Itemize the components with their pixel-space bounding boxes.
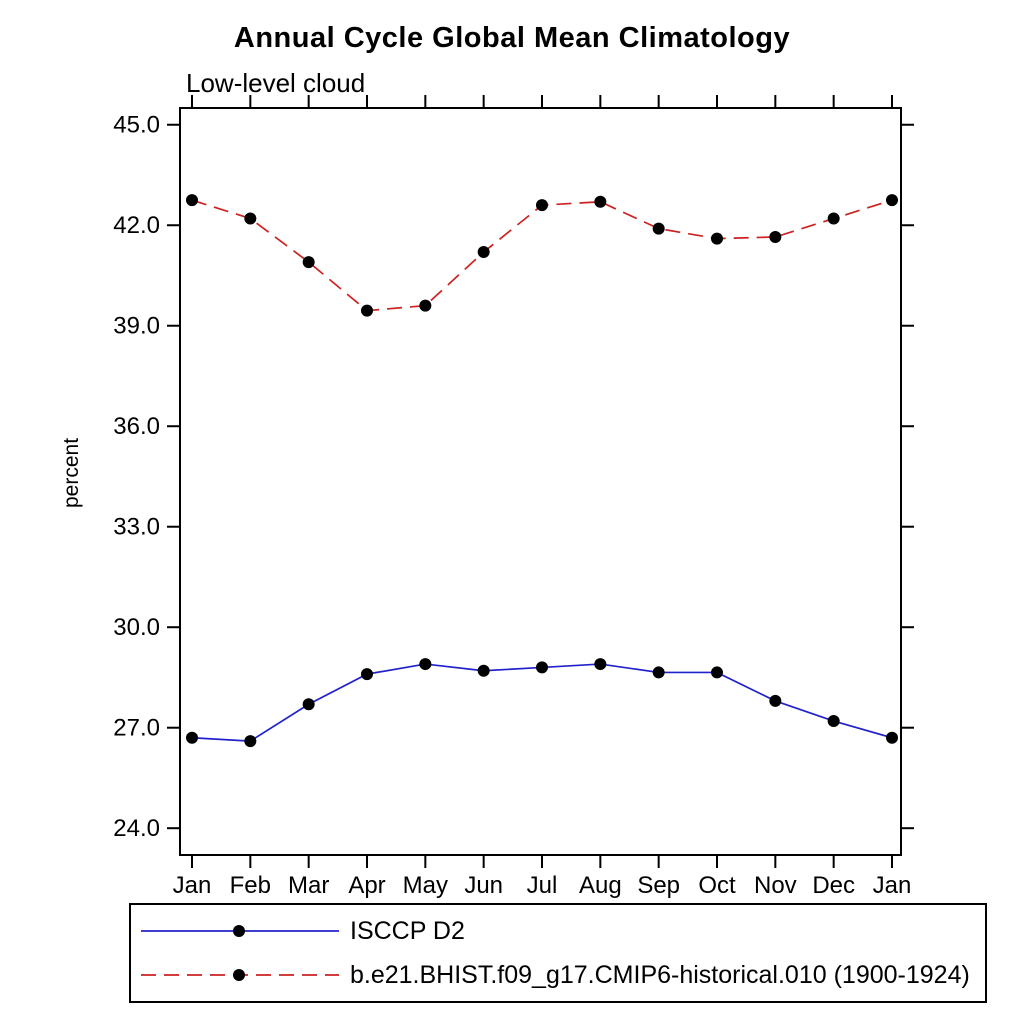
chart-subtitle: Low-level cloud bbox=[186, 68, 366, 98]
x-tick-label: Apr bbox=[348, 872, 385, 899]
data-point bbox=[361, 668, 373, 681]
data-point bbox=[652, 222, 665, 235]
legend-item-isccp: ISCCP D2 bbox=[139, 909, 985, 953]
legend-line-sample-isccp bbox=[141, 925, 339, 937]
x-tick-label: Jul bbox=[527, 872, 558, 899]
legend-line-sample-model bbox=[141, 969, 339, 981]
series-line-1 bbox=[191, 199, 893, 312]
data-point bbox=[536, 199, 548, 212]
data-point bbox=[244, 212, 257, 225]
data-point bbox=[827, 715, 840, 728]
legend-label-isccp: ISCCP D2 bbox=[350, 916, 465, 945]
x-tick-label: Jan bbox=[873, 872, 912, 899]
data-point bbox=[827, 212, 840, 225]
data-point bbox=[886, 194, 898, 207]
chart-title: Annual Cycle Global Mean Climatology bbox=[233, 22, 791, 54]
data-point bbox=[477, 664, 490, 677]
x-tick-label: Aug bbox=[579, 872, 622, 899]
y-tick-label: 24.0 bbox=[113, 815, 160, 842]
x-tick-label: Nov bbox=[754, 872, 797, 899]
legend-item-model: b.e21.BHIST.f09_g17.CMIP6-historical.010… bbox=[139, 953, 985, 997]
x-tick-label: Jan bbox=[173, 872, 212, 899]
data-point bbox=[769, 230, 782, 243]
x-tick-label: Feb bbox=[230, 872, 271, 899]
series-line-0 bbox=[191, 663, 893, 742]
data-point bbox=[652, 666, 665, 679]
plot-frame bbox=[179, 107, 902, 856]
x-tick-label: Dec bbox=[812, 872, 855, 899]
data-point bbox=[361, 304, 373, 317]
x-tick-label: May bbox=[403, 872, 448, 899]
data-point bbox=[594, 195, 607, 208]
x-tick-label: Oct bbox=[698, 872, 736, 899]
plot-area: 24.0 27.0 30.0 33.0 36.0 39.0 42.0 45.0 Jan Feb Ma… bbox=[113, 95, 914, 899]
x-tick-label: Jun bbox=[464, 872, 503, 899]
data-point bbox=[244, 735, 257, 748]
y-tick-label: 39.0 bbox=[113, 313, 160, 340]
data-point bbox=[536, 661, 548, 674]
legend-sample-marker bbox=[233, 969, 245, 981]
data-point bbox=[886, 731, 898, 744]
data-point bbox=[419, 299, 432, 312]
data-point bbox=[302, 698, 315, 711]
y-tick-label: 42.0 bbox=[113, 212, 160, 239]
legend-sample-marker bbox=[233, 925, 245, 937]
x-tick-label: Sep bbox=[637, 872, 680, 899]
y-tick-label: 45.0 bbox=[113, 112, 160, 139]
data-point bbox=[477, 246, 490, 259]
data-point bbox=[711, 232, 723, 245]
legend-label-model: b.e21.BHIST.f09_g17.CMIP6-historical.010… bbox=[350, 960, 970, 989]
data-point bbox=[302, 256, 315, 269]
data-point bbox=[419, 658, 432, 671]
x-tick-label: Mar bbox=[288, 872, 329, 899]
y-tick-label: 36.0 bbox=[113, 413, 160, 440]
legend: ISCCP D2 b.e21.BHIST.f09_g17.CMIP6-histo… bbox=[129, 903, 987, 1003]
y-tick-label: 33.0 bbox=[113, 514, 160, 541]
data-point bbox=[711, 666, 723, 679]
data-point bbox=[594, 658, 607, 671]
y-tick-label: 30.0 bbox=[113, 614, 160, 641]
data-point bbox=[186, 194, 198, 207]
data-point bbox=[769, 694, 782, 707]
y-tick-label: 27.0 bbox=[113, 715, 160, 742]
data-point bbox=[186, 731, 198, 744]
